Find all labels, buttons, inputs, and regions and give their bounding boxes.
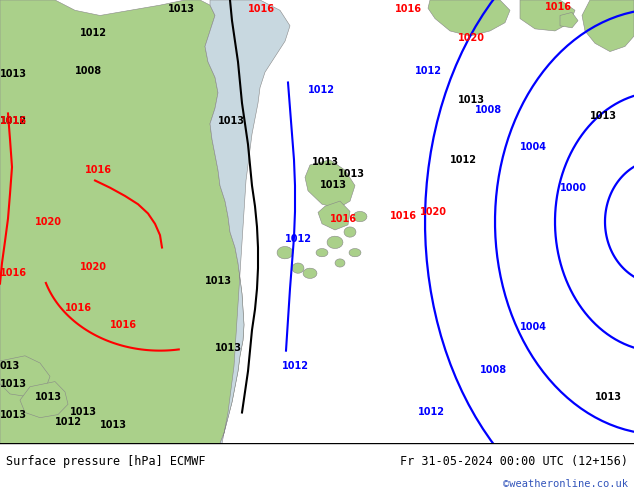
- Text: ©weatheronline.co.uk: ©weatheronline.co.uk: [503, 479, 628, 490]
- Text: 1013: 1013: [205, 275, 232, 286]
- Text: 1012: 1012: [415, 66, 442, 76]
- Text: 1004: 1004: [520, 322, 547, 332]
- Polygon shape: [344, 227, 356, 237]
- Text: 1000: 1000: [560, 183, 587, 193]
- Text: 1012: 1012: [282, 361, 309, 371]
- Text: 1013: 1013: [320, 180, 347, 190]
- Text: 1016: 1016: [330, 214, 357, 224]
- Polygon shape: [316, 248, 328, 257]
- Polygon shape: [520, 0, 575, 31]
- Polygon shape: [303, 268, 317, 278]
- Text: 1012: 1012: [308, 85, 335, 95]
- Text: 1013: 1013: [0, 410, 27, 419]
- Polygon shape: [0, 0, 244, 443]
- Text: 1016: 1016: [390, 211, 417, 220]
- Text: 1012: 1012: [0, 116, 27, 126]
- Text: 1013: 1013: [590, 111, 617, 121]
- Polygon shape: [0, 356, 50, 397]
- Polygon shape: [277, 246, 293, 259]
- Text: 1013: 1013: [0, 379, 27, 389]
- Text: 1013: 1013: [458, 95, 485, 105]
- Text: 1020: 1020: [420, 206, 447, 217]
- Text: 1013: 1013: [100, 420, 127, 430]
- Text: 1013: 1013: [338, 170, 365, 179]
- Polygon shape: [305, 160, 355, 208]
- Text: 1008: 1008: [475, 105, 502, 116]
- Polygon shape: [20, 382, 68, 417]
- Text: 1016: 1016: [0, 269, 27, 278]
- Polygon shape: [335, 259, 345, 267]
- Text: 1008: 1008: [480, 366, 507, 375]
- Polygon shape: [349, 248, 361, 257]
- Text: Fr 31-05-2024 00:00 UTC (12+156): Fr 31-05-2024 00:00 UTC (12+156): [399, 455, 628, 467]
- Text: 1020: 1020: [80, 262, 107, 272]
- Text: 1016: 1016: [545, 2, 572, 12]
- Text: 1008: 1008: [75, 66, 102, 76]
- Text: 1016: 1016: [395, 4, 422, 14]
- Polygon shape: [205, 0, 290, 443]
- Polygon shape: [428, 0, 510, 36]
- Text: 1012: 1012: [285, 234, 312, 245]
- Text: 1013: 1013: [595, 392, 622, 402]
- Polygon shape: [292, 263, 304, 273]
- Text: Surface pressure [hPa] ECMWF: Surface pressure [hPa] ECMWF: [6, 455, 206, 467]
- Text: 1013: 1013: [0, 70, 27, 79]
- Text: 1013: 1013: [215, 343, 242, 353]
- Text: 1004: 1004: [520, 142, 547, 151]
- Text: 1016: 1016: [248, 4, 275, 14]
- Text: 1013: 1013: [168, 4, 195, 14]
- Text: 1016: 1016: [0, 116, 27, 126]
- Text: 1013: 1013: [70, 407, 97, 416]
- Polygon shape: [327, 236, 343, 248]
- Polygon shape: [318, 201, 350, 230]
- Text: 1020: 1020: [458, 33, 485, 43]
- Text: 1013: 1013: [218, 116, 245, 126]
- Text: 1012: 1012: [80, 28, 107, 38]
- Text: 1013: 1013: [312, 157, 339, 167]
- Text: 1013: 1013: [35, 392, 62, 402]
- Polygon shape: [560, 12, 578, 28]
- Text: 1020: 1020: [35, 217, 62, 227]
- Text: 1012: 1012: [418, 407, 445, 416]
- Text: 1016: 1016: [65, 303, 92, 314]
- Text: 013: 013: [0, 361, 20, 371]
- Text: 1016: 1016: [85, 165, 112, 175]
- Text: 1012: 1012: [450, 155, 477, 165]
- Polygon shape: [582, 0, 634, 51]
- Polygon shape: [353, 211, 367, 221]
- Text: 1012: 1012: [55, 417, 82, 427]
- Text: 1016: 1016: [110, 320, 137, 330]
